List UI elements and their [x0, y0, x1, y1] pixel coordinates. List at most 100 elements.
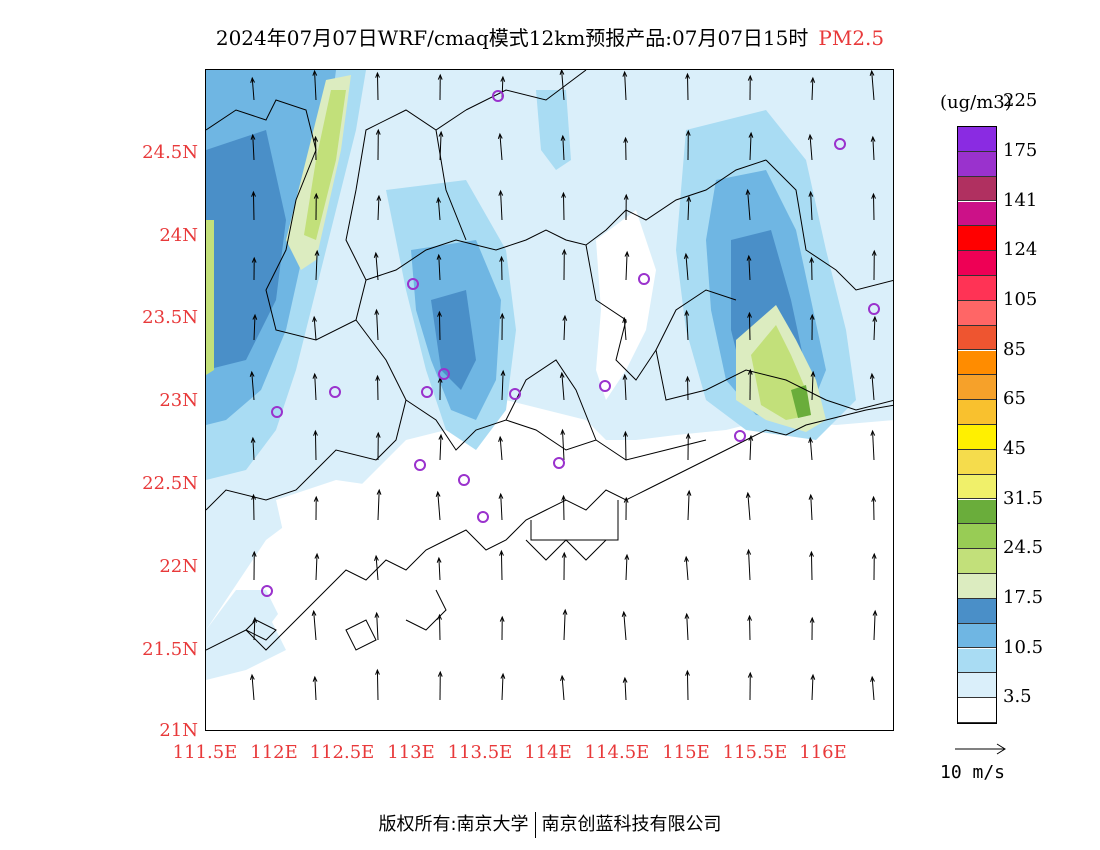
- wind-arrow-head: [870, 675, 875, 682]
- copyright-left: 版权所有:南京大学: [378, 814, 529, 835]
- wind-arrow: [563, 315, 566, 341]
- wind-arrow-head: [809, 616, 815, 623]
- wind-arrow-head: [747, 368, 753, 375]
- wind-arrow: [501, 674, 504, 701]
- wind-arrow-head: [872, 609, 878, 616]
- wind-arrow-head: [870, 135, 876, 142]
- colorbar-segment: [958, 201, 996, 227]
- wind-arrow: [810, 551, 813, 581]
- wind-arrow-head: [249, 673, 255, 680]
- wind-arrow: [313, 317, 317, 341]
- wind-arrow: [811, 675, 814, 701]
- wind-arrow-head: [438, 433, 444, 440]
- colorbar-segment: [958, 648, 996, 674]
- wind-arrow: [871, 71, 875, 101]
- wind-arrow-head: [249, 370, 255, 377]
- station-marker: [438, 368, 450, 380]
- lon-label: 116E: [799, 742, 847, 763]
- station-marker: [868, 303, 880, 315]
- wind-arrow-head: [314, 249, 320, 256]
- colorbar-segment: [958, 499, 996, 525]
- wind-arrow-head: [437, 670, 443, 677]
- wind-arrow-head: [375, 128, 381, 135]
- wind-arrow: [563, 610, 566, 641]
- wind-arrow-head: [685, 72, 690, 79]
- pollutant-species: PM2.5: [818, 26, 885, 50]
- wind-arrow: [562, 192, 565, 221]
- wind-arrow-head: [437, 613, 442, 620]
- wind-arrow-head: [871, 552, 877, 559]
- wind-arrow-head: [624, 553, 630, 560]
- wind-arrow: [561, 373, 565, 401]
- station-marker: [477, 511, 489, 523]
- wind-arrow-head: [313, 429, 318, 436]
- wind-arrow-head: [623, 136, 629, 143]
- colorbar-segment: [958, 698, 996, 723]
- wind-arrow-head: [746, 254, 752, 261]
- wind-arrow-head: [809, 550, 814, 557]
- lat-label: 22.5N: [142, 473, 198, 494]
- wind-arrow-head: [683, 252, 689, 259]
- colorbar-segment: [958, 574, 996, 599]
- wind-arrow-head: [684, 309, 690, 316]
- wind-arrow: [375, 253, 379, 281]
- wind-arrow: [377, 195, 380, 221]
- wind-arrow: [686, 670, 689, 701]
- wind-vectors: [249, 70, 878, 701]
- wind-arrow: [685, 557, 689, 581]
- wind-arrow: [315, 554, 318, 581]
- wind-arrow: [624, 375, 627, 401]
- wind-arrow-head: [562, 608, 568, 615]
- wind-arrow-head: [313, 495, 319, 502]
- lat-label: 21.5N: [142, 639, 198, 660]
- colorbar-segment: [958, 425, 996, 450]
- station-marker: [458, 474, 470, 486]
- colorbar-label: 24.5: [1003, 537, 1044, 559]
- wind-arrow: [687, 196, 690, 221]
- station-markers: [261, 90, 880, 597]
- lon-label: 114E: [524, 742, 572, 763]
- wind-arrow-head: [375, 431, 381, 438]
- wind-arrow: [748, 256, 751, 281]
- wind-arrow: [315, 251, 318, 281]
- wind-arrow: [439, 434, 442, 461]
- colorbar-label: 85: [1003, 338, 1026, 360]
- lat-label: 23.5N: [142, 307, 198, 328]
- wind-arrow-head: [250, 76, 255, 83]
- wind-arrow-head: [747, 614, 753, 621]
- wind-arrow-head: [685, 432, 691, 439]
- wind-arrow: [252, 191, 255, 221]
- wind-arrow-head: [621, 610, 627, 617]
- map-panel[interactable]: [205, 69, 894, 731]
- concentration-field: [206, 70, 893, 730]
- wind-arrow: [625, 554, 628, 581]
- lon-label: 111.5E: [172, 742, 238, 763]
- lon-label: 112E: [250, 742, 298, 763]
- wind-arrow: [747, 190, 751, 221]
- wind-arrow: [253, 315, 256, 341]
- colorbar-segment: [958, 400, 996, 425]
- wind-arrow: [871, 677, 875, 701]
- wind-arrow-head: [622, 316, 627, 323]
- wind-arrow-head: [869, 70, 875, 76]
- wind-arrow-head: [251, 550, 257, 557]
- colorbar-label: 65: [1003, 388, 1026, 410]
- wind-arrow-head: [748, 434, 754, 441]
- colorbar-segment: [958, 325, 996, 351]
- wind-arrow-head: [810, 76, 816, 83]
- wind-arrow: [314, 374, 317, 401]
- wind-arrow-head: [311, 609, 317, 616]
- wind-arrow: [623, 612, 627, 641]
- wind-arrow: [561, 676, 565, 701]
- wind-arrow-head: [375, 374, 381, 381]
- wind-arrow: [438, 255, 441, 281]
- wind-arrow-head: [376, 488, 382, 495]
- station-marker: [638, 273, 650, 285]
- wind-arrow: [810, 495, 813, 521]
- colorbar-segment: [958, 673, 996, 699]
- wind-arrow-head: [500, 672, 506, 679]
- wind-arrow: [748, 312, 751, 341]
- wind-arrow-head: [312, 70, 318, 76]
- footer-divider: [534, 812, 536, 838]
- wind-reference-arrow: [955, 743, 1006, 755]
